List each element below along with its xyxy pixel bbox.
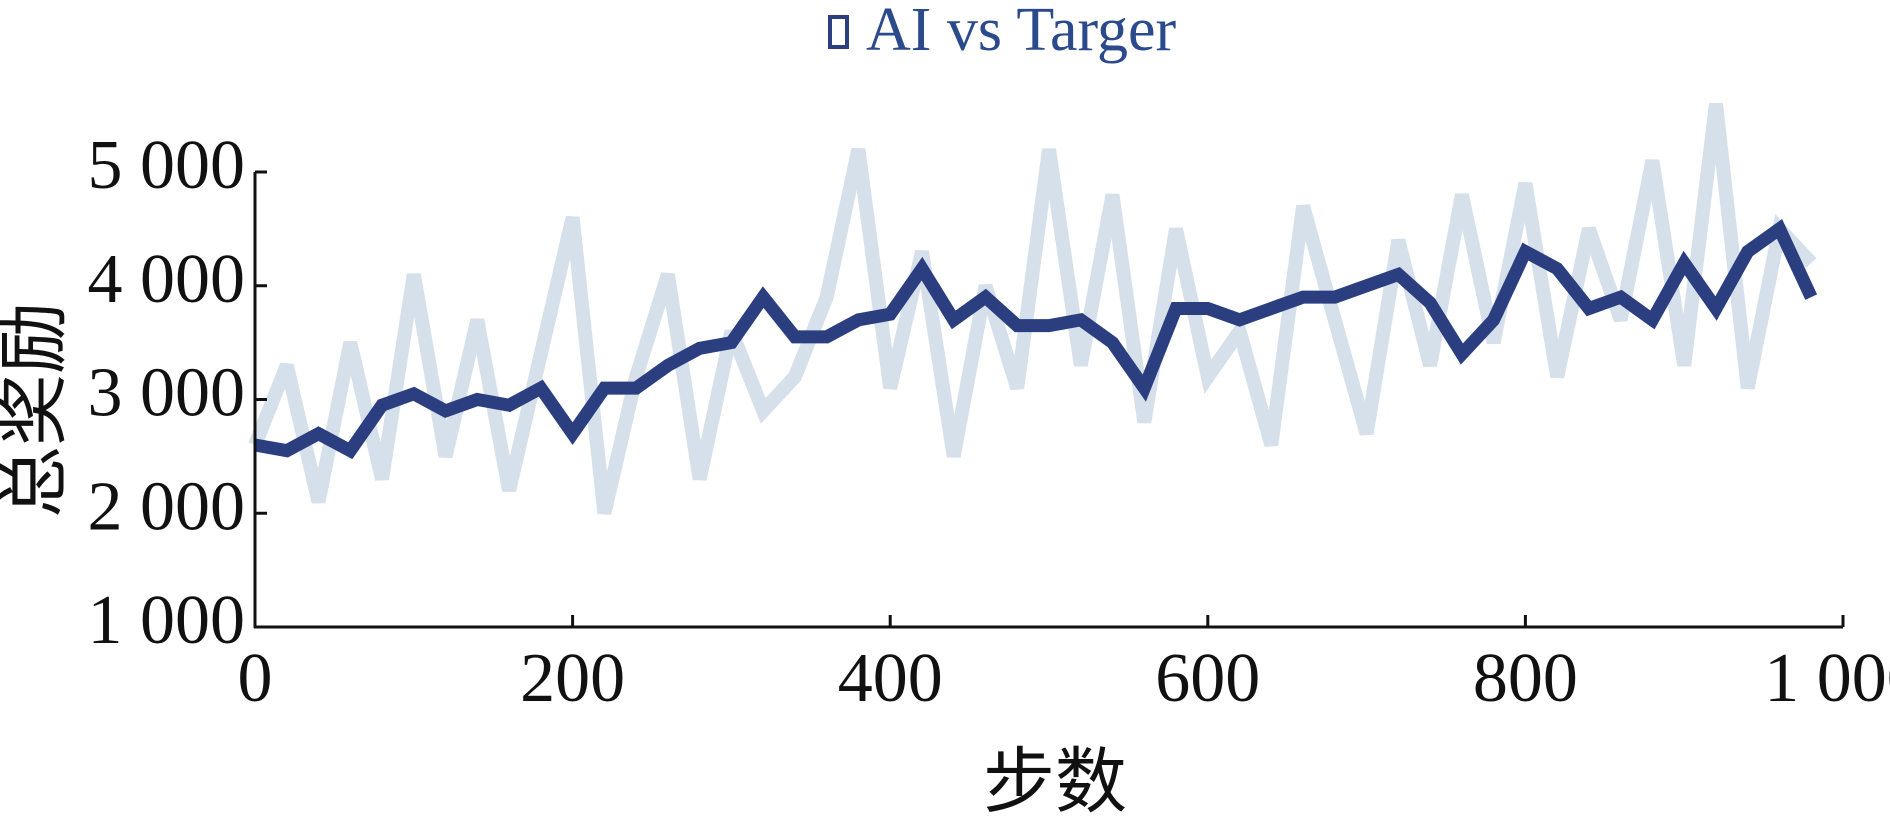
legend-marker [828,15,849,49]
y-tick-label: 3 000 [88,355,246,432]
y-tick-label: 4 000 [88,241,246,318]
x-tick-label: 200 [520,640,625,717]
y-axis-title: 总奖励 [0,302,75,518]
plot-area [248,102,1818,515]
smoothed-line [253,219,1818,460]
x-tick-label: 800 [1473,640,1578,717]
x-tick-label: 1 000 [1764,640,1890,717]
x-axis-title: 步数 [983,743,1127,823]
y-tick-label: 2 000 [88,468,246,545]
x-tick-label: 600 [1155,640,1260,717]
x-tick-label: 0 [238,640,273,717]
raw-line [248,102,1817,515]
x-tick-label: 400 [838,640,943,717]
y-tick-label: 1 000 [88,582,246,659]
legend-label: AI vs Targer [866,0,1177,64]
y-tick-label: 5 000 [88,127,246,204]
